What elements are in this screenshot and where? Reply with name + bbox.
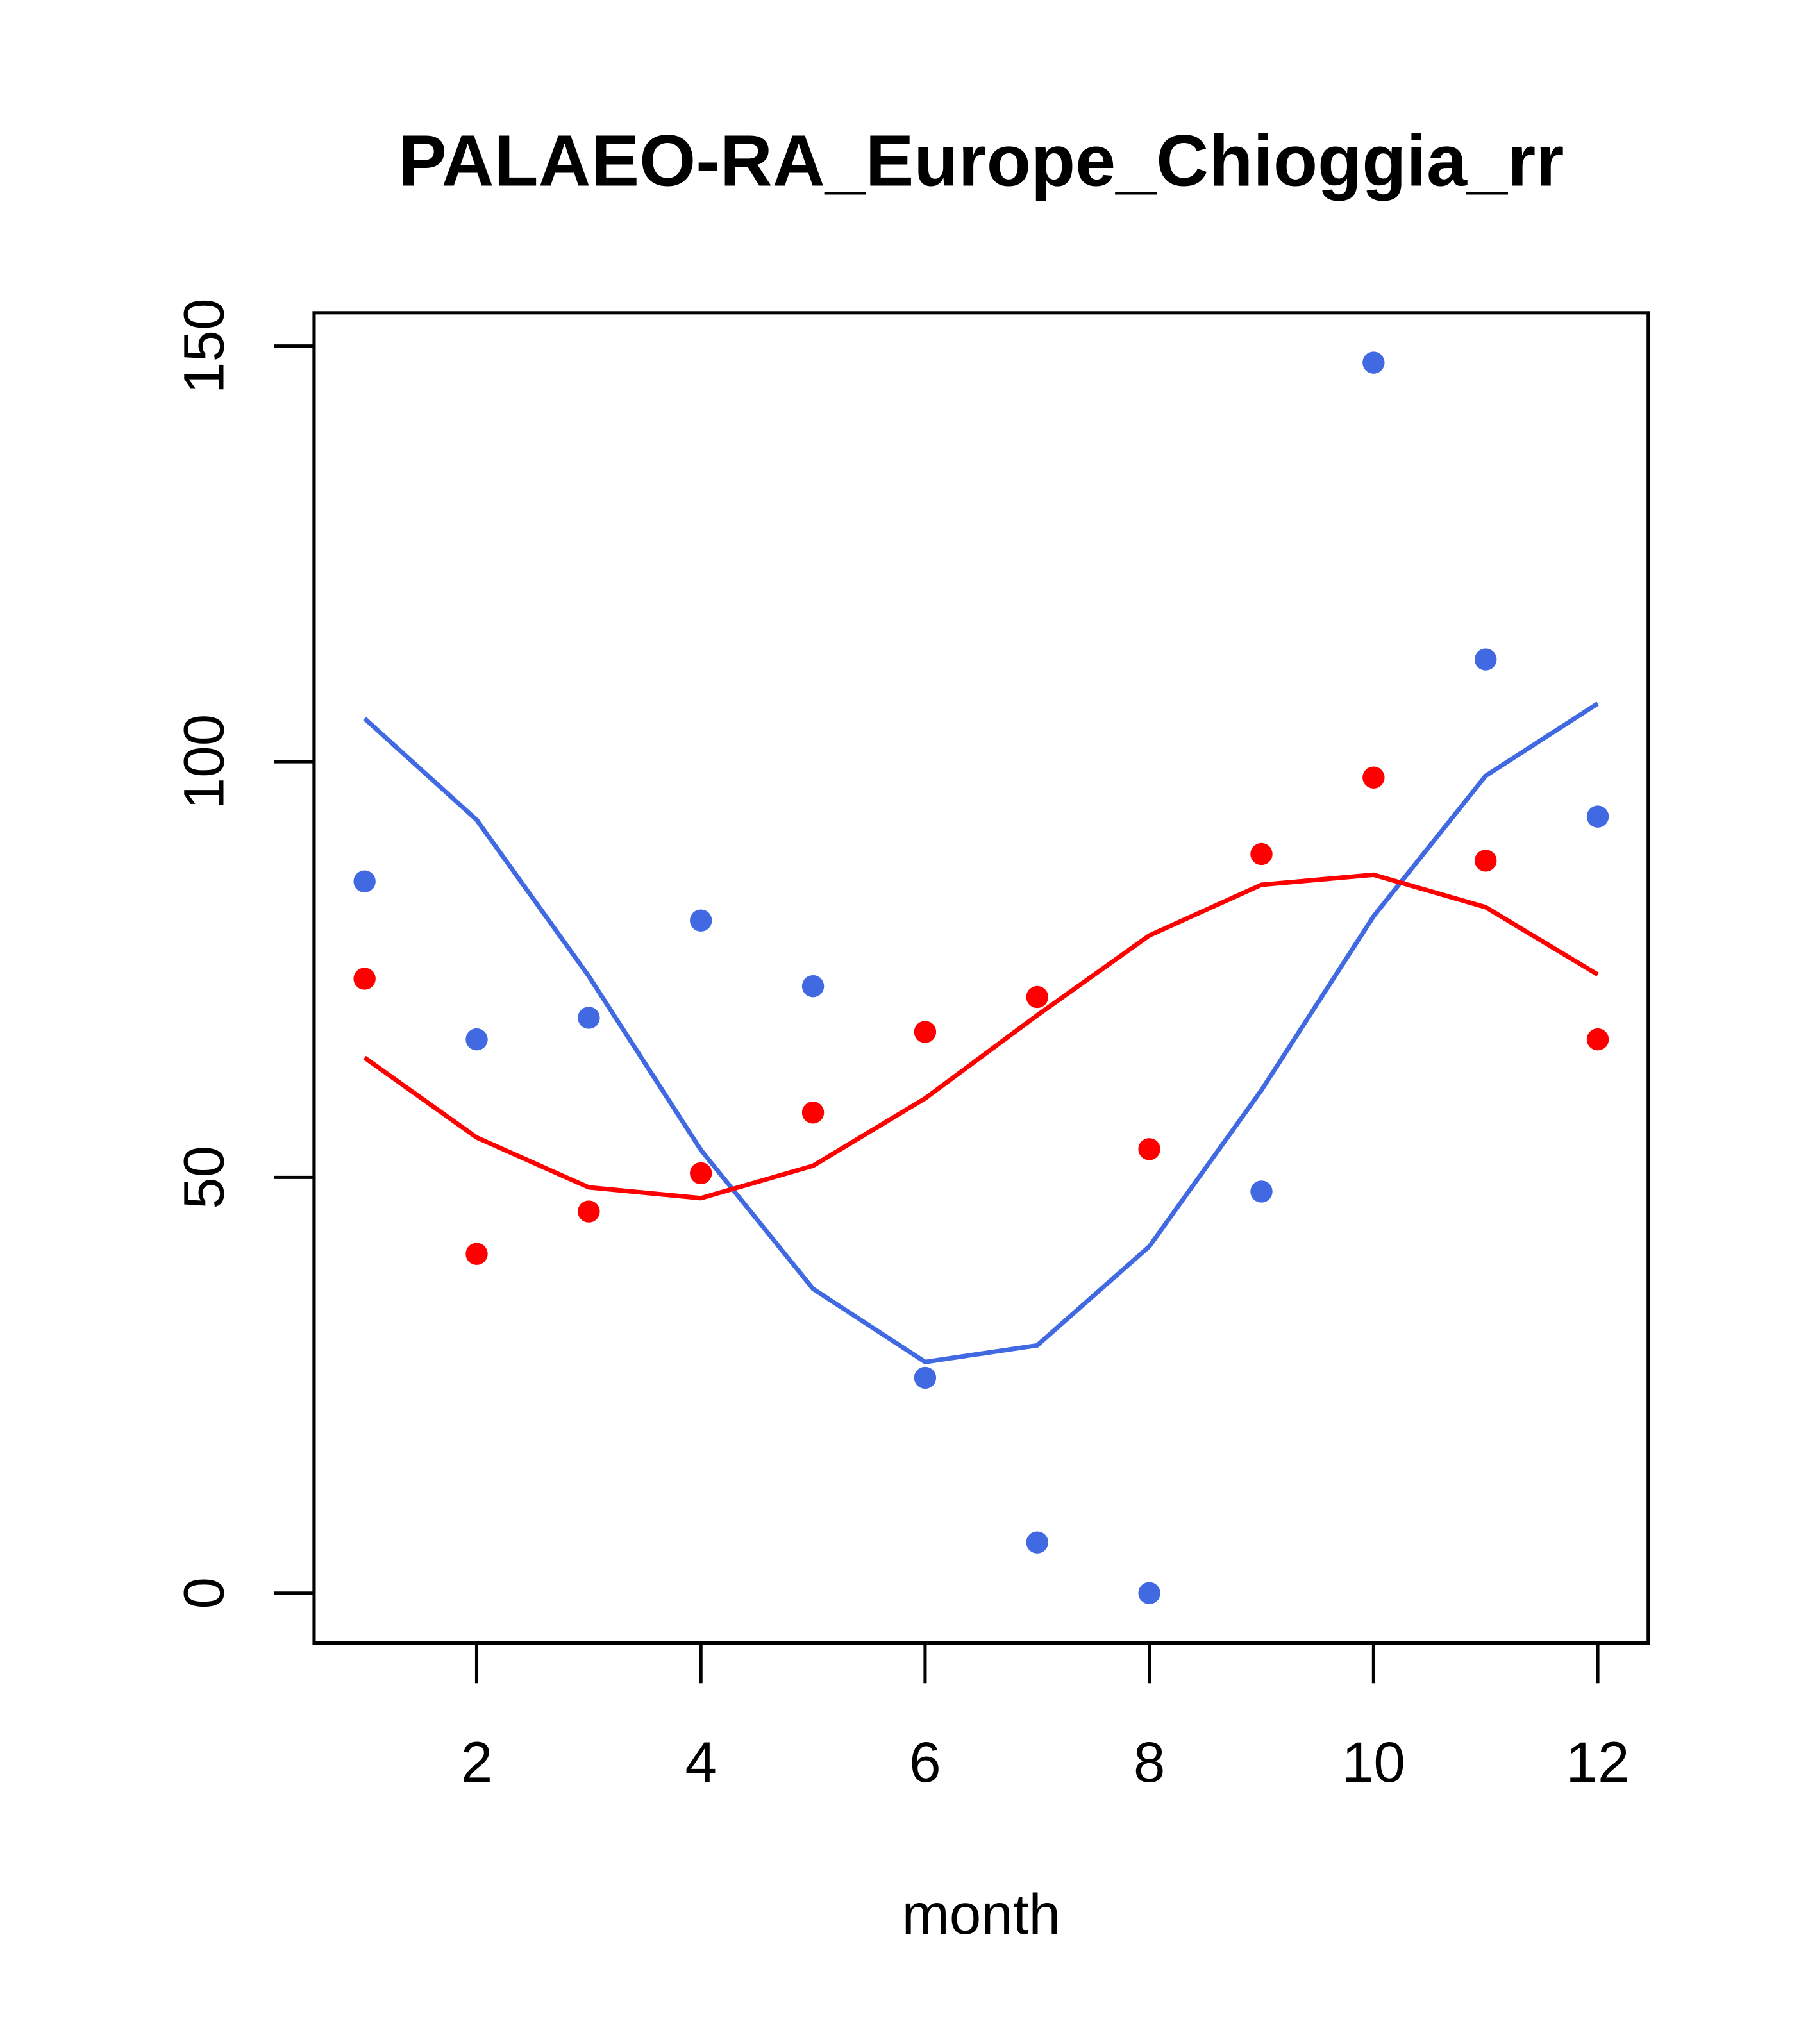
data-point-blue-points <box>1026 1531 1048 1554</box>
data-point-blue-points <box>1250 1180 1273 1203</box>
data-point-blue-points <box>353 870 376 892</box>
series-line-blue-line <box>363 701 1599 1364</box>
y-tick-label: 0 <box>171 1577 235 1609</box>
series-line-red-line <box>363 872 1599 1201</box>
x-tick-label: 8 <box>1134 1730 1166 1794</box>
data-point-red-points <box>914 1021 937 1043</box>
data-point-blue-points <box>690 909 712 932</box>
data-point-blue-points <box>1138 1582 1160 1604</box>
data-point-blue-points <box>1586 805 1609 828</box>
y-tick-label: 100 <box>171 714 235 810</box>
x-tick-label: 4 <box>685 1730 717 1794</box>
data-point-blue-points <box>465 1028 488 1051</box>
y-tick-label: 50 <box>171 1146 235 1209</box>
x-axis-label: month <box>902 1882 1061 1946</box>
plot-frame <box>312 311 1650 1645</box>
x-tick-label: 12 <box>1566 1730 1630 1794</box>
data-point-red-points <box>1362 766 1385 789</box>
data-point-red-points <box>1250 842 1273 866</box>
data-point-red-points <box>465 1243 488 1265</box>
y-tick-label: 150 <box>171 298 235 394</box>
data-point-red-points <box>353 968 376 990</box>
data-point-blue-points <box>914 1366 937 1389</box>
data-point-red-points <box>1475 850 1497 872</box>
data-point-red-points <box>1026 985 1048 1009</box>
data-point-blue-points <box>801 975 825 998</box>
data-point-red-points <box>1586 1028 1609 1051</box>
data-point-red-points <box>1138 1138 1160 1160</box>
x-tick-label: 6 <box>909 1730 941 1794</box>
data-point-red-points <box>578 1200 600 1223</box>
chart-title: PALAEO-RA_Europe_Chioggia_rr <box>398 120 1564 201</box>
data-point-blue-points <box>1362 351 1385 374</box>
data-point-blue-points <box>1475 648 1497 671</box>
data-point-red-points <box>801 1102 825 1124</box>
x-tick-label: 10 <box>1342 1730 1405 1794</box>
x-tick-label: 2 <box>461 1730 493 1794</box>
data-point-blue-points <box>578 1007 600 1029</box>
data-point-red-points <box>690 1162 712 1185</box>
